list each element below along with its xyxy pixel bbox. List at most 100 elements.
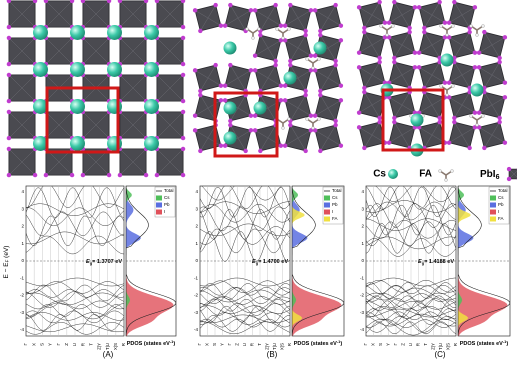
energy-tick: -4 (20, 327, 24, 332)
energy-tick: -1 (194, 275, 198, 280)
iodine-atom (198, 149, 202, 153)
fa-atom (288, 28, 291, 31)
iodine-atom (249, 8, 253, 12)
iodine-atom (333, 63, 337, 67)
k-label: U (242, 343, 247, 346)
cs-atom (441, 54, 454, 67)
iodine-atom (181, 36, 185, 40)
iodine-atom (33, 173, 37, 177)
iodine-atom (309, 8, 313, 12)
band-panel: 43210-1-2-3-4ΓXSYΓZURTZ|YT|UX|SREg= 1.47… (194, 182, 344, 359)
energy-tick: 3 (361, 206, 364, 211)
legend-label: I (332, 209, 333, 214)
iodine-atom (288, 63, 292, 67)
k-label: Z (401, 343, 406, 346)
iodine-atom (503, 95, 507, 99)
iodine-atom (181, 99, 185, 103)
k-label: U (408, 343, 413, 346)
iodine-atom (362, 26, 366, 30)
k-label: T (89, 343, 94, 346)
iodine-atom (417, 65, 421, 69)
iodine-atom (503, 35, 507, 39)
energy-tick: -4 (360, 327, 364, 332)
cs-atom (107, 99, 122, 114)
iodine-atom (357, 5, 361, 9)
iodine-atom (7, 62, 11, 66)
iodine-atom (253, 113, 257, 117)
fa-atom (318, 118, 321, 121)
structure-legend: CsFAPbI6 (373, 167, 517, 182)
k-label: Z (64, 343, 69, 346)
k-label: U (72, 343, 77, 346)
energy-tick: 4 (21, 189, 24, 194)
iodine-atom (303, 89, 307, 93)
iodine-atom (249, 113, 253, 117)
iodine-atom (253, 53, 257, 57)
iodine-atom (181, 147, 185, 151)
legend-label: Total (332, 188, 342, 193)
iodine-atom (422, 26, 426, 30)
k-label: Y (48, 343, 53, 346)
fa-atom (452, 85, 455, 88)
fa-atom (445, 179, 448, 182)
fa-atom (476, 34, 479, 37)
iodine-atom (407, 30, 411, 34)
iodine-atom (392, 120, 396, 124)
legend-label: Pb (498, 202, 504, 207)
iodine-atom (198, 93, 202, 97)
energy-tick: 2 (195, 224, 198, 229)
iodine-atom (219, 98, 223, 102)
iodine-atom (477, 65, 481, 69)
iodine-atom (273, 3, 277, 7)
cs-atom (144, 136, 159, 151)
k-label: T (423, 343, 428, 346)
iodine-atom (144, 173, 148, 177)
iodine-atom (467, 30, 471, 34)
iodine-atom (339, 23, 343, 27)
iodine-atom (198, 89, 202, 93)
iodine-atom (181, 173, 185, 177)
legend-label: Total (498, 188, 508, 193)
legend-label: Cs (373, 169, 386, 180)
iodine-atom (81, 173, 85, 177)
iodine-atom (482, 30, 486, 34)
iodine-atom (417, 5, 421, 9)
iodine-atom (7, 147, 11, 151)
fa-atom (446, 34, 449, 37)
cs-atom (107, 136, 122, 151)
iodine-atom (443, 80, 447, 84)
iodine-atom (228, 63, 232, 67)
k-label: R (121, 342, 126, 346)
iodine-atom (318, 149, 322, 153)
k-label: R (416, 342, 421, 346)
iodine-atom (477, 110, 481, 114)
iodine-atom (333, 3, 337, 7)
fa-atom (288, 118, 291, 121)
iodine-atom (318, 29, 322, 33)
iodine-atom (219, 23, 223, 27)
legend-label: Total (164, 188, 174, 193)
iodine-atom (249, 128, 253, 132)
iodine-atom (273, 63, 277, 67)
cs-atom (107, 25, 122, 40)
k-label: X|S (446, 343, 451, 350)
fa-atom (446, 94, 449, 97)
iodine-atom (377, 120, 381, 124)
iodine-atom (288, 123, 292, 127)
text-part: ) (173, 341, 175, 347)
iodine-atom (181, 110, 185, 114)
iodine-atom (283, 98, 287, 102)
cs-atom (70, 136, 85, 151)
energy-tick: 4 (195, 189, 198, 194)
fa-atom (392, 25, 395, 28)
iodine-atom (193, 128, 197, 132)
iodine-atom (313, 113, 317, 117)
iodine-atom (497, 120, 501, 124)
iodine-atom (447, 140, 451, 144)
k-label: T (257, 343, 262, 346)
iodine-atom (253, 128, 257, 132)
band-panel: 43210-1-2-3-4ΓXSYΓZURTZ|YT|UX|SREg= 1.41… (360, 184, 510, 359)
iodine-atom (362, 90, 366, 94)
fa-atom (276, 28, 279, 31)
cs-atom (70, 62, 85, 77)
